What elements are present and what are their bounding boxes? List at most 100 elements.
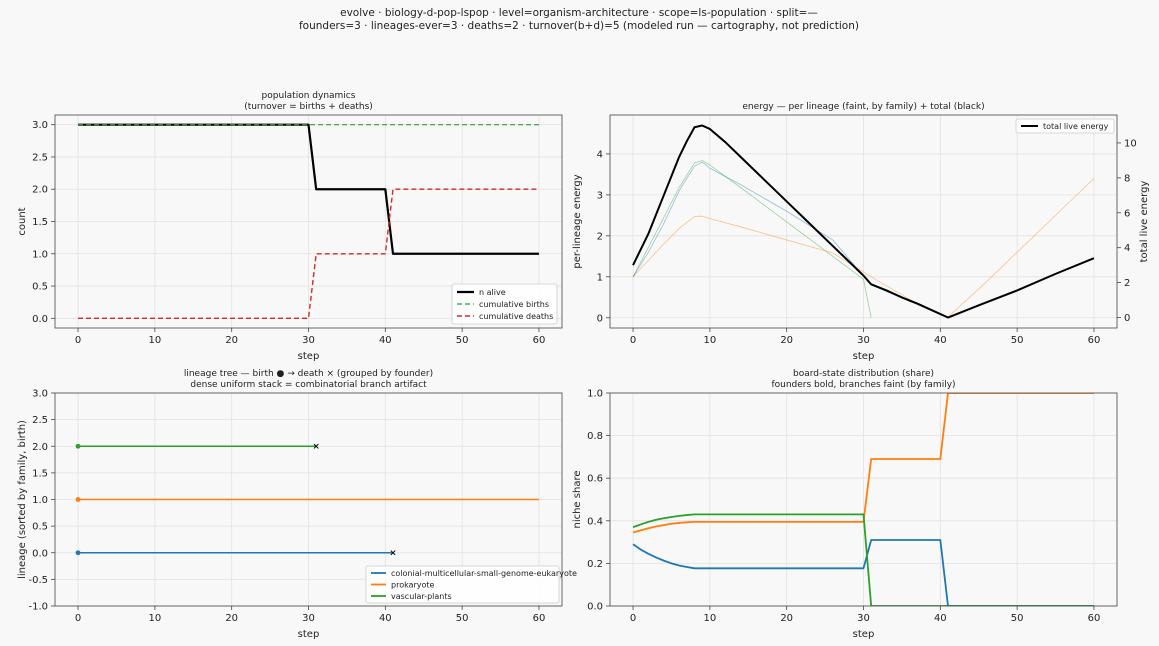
energy-ytick-right-label: 10 (1124, 138, 1137, 149)
lineage-death-marker-0 (390, 550, 396, 556)
board_share-ytick-label: 0.8 (587, 431, 603, 442)
lineage_tree-ytick-label: 2.5 (32, 415, 48, 426)
board_share-ytick-label: 0.0 (587, 602, 603, 613)
board_share-series-2 (632, 513, 1094, 606)
lineage_tree-ytick-label: -1.0 (28, 602, 48, 613)
board_share-series-1 (632, 393, 1094, 534)
board_share-ytick-label: 0.2 (587, 559, 603, 570)
energy-series-group (632, 124, 1095, 319)
energy-xtick-label: 60 (1088, 335, 1101, 346)
lineage_tree-xtick-label: 10 (148, 613, 161, 624)
lineage-legend-label-1: prokaryote (391, 581, 435, 590)
board_share-xtick-label: 20 (780, 613, 793, 624)
population-ytick-label: 0.0 (32, 314, 48, 325)
energy-ytick-right-label: 4 (1124, 243, 1130, 254)
lineage-birth-marker-2 (75, 443, 81, 449)
board_share-xlabel: step (853, 629, 875, 640)
lineage_tree-panel: 0 10 20 30 40 50 60 -1.0 -0.5 0.0 0.5 1.0 1.5 2.0 2.5 3… (17, 369, 577, 640)
energy-ytick-label: 2 (597, 231, 603, 242)
lineage_tree-ytick-label: 2.0 (32, 442, 48, 453)
figure-title-line2: founders=3 · lineages-ever=3 · deaths=2 … (299, 20, 859, 32)
board_share-ylabel: niche share (572, 470, 583, 528)
lineage-birth-marker-1 (75, 497, 81, 502)
energy-title: energy — per lineage (faint, by family) … (742, 102, 984, 112)
board_share-subtitle: founders bold, branches faint (by family… (771, 380, 955, 390)
population-legend-label-1: cumulative births (479, 300, 549, 309)
board_share-title: board-state distribution (share) (793, 369, 934, 379)
lineage_tree-subtitle: dense uniform stack = combinatorial bran… (190, 380, 427, 390)
energy-xtick-label: 50 (1011, 335, 1024, 346)
population-xtick-label: 10 (148, 335, 161, 346)
board_share-xtick-label: 60 (1088, 613, 1101, 624)
population-ylabel: count (17, 207, 28, 235)
lineage_tree-ytick-label: 3.0 (32, 389, 48, 400)
lineage_tree-ytick-label: 0.5 (32, 522, 48, 533)
population-ytick-label: 2.5 (32, 152, 48, 163)
energy-series-0 (632, 160, 872, 318)
lineage_tree-ytick-label: -0.5 (28, 575, 48, 586)
population-xtick-label: 50 (456, 335, 469, 346)
energy-ytick-right-label: 2 (1124, 278, 1130, 289)
lineage_tree-xtick-label: 30 (302, 613, 315, 624)
energy-ytick-right-label: 0 (1124, 313, 1130, 324)
energy-legend-label: total live energy (1043, 122, 1109, 131)
lineage-legend-label-2: vascular-plants (391, 592, 452, 601)
lineage_tree-ytick-label: 1.0 (32, 495, 48, 506)
energy-ytick-right-label: 6 (1124, 208, 1130, 219)
energy-series-1 (632, 178, 1095, 318)
energy-xtick-label: 30 (857, 335, 870, 346)
energy-ytick-label: 4 (597, 149, 603, 160)
lineage_tree-xtick-label: 50 (456, 613, 469, 624)
energy-xtick-label: 20 (780, 335, 793, 346)
population-ytick-label: 0.5 (32, 282, 48, 293)
lineage_tree-xtick-label: 40 (379, 613, 392, 624)
lineage-legend-label-0: colonial-multicellular-small-genome-euka… (391, 569, 577, 578)
population-legend: n alive cumulative births cumulative death… (451, 283, 558, 325)
population-series-2 (78, 188, 539, 320)
board_share-ytick-label: 1.0 (587, 389, 603, 400)
energy-ylabel-right: total live energy (1139, 181, 1150, 263)
population-ytick-label: 1.0 (32, 249, 48, 260)
energy-ytick-label: 3 (597, 190, 603, 201)
lineage_tree-ylabel: lineage (sorted by family, birth) (17, 420, 28, 579)
board_share-ytick-label: 0.6 (587, 474, 603, 485)
lineage_tree-ytick-label: 0.0 (32, 548, 48, 559)
lineage_tree-title: lineage tree — birth ● → death × (groupe… (184, 369, 433, 379)
population-xtick-label: 30 (302, 335, 315, 346)
board_share-ytick-label: 0.4 (587, 516, 603, 527)
board_share-panel: 0 10 20 30 40 50 60 0.0 0.2 0.4 0.6 0.8 1.0 board-sta… (572, 369, 1118, 640)
energy-ytick-label: 1 (597, 272, 603, 283)
lineage_tree-xtick-label: 20 (225, 613, 238, 624)
board_share-xtick-label: 50 (1011, 613, 1024, 624)
energy-xtick-label: 40 (934, 335, 947, 346)
board_share-xtick-label: 30 (857, 613, 870, 624)
energy-ylabel: per-lineage energy (572, 174, 583, 268)
lineage_tree-ytick-label: 1.5 (32, 468, 48, 479)
population-xtick-label: 0 (75, 335, 81, 346)
population-subtitle: (turnover = births + deaths) (244, 102, 373, 112)
lineage-legend: colonial-multicellular-small-genome-euka… (365, 565, 577, 604)
panels: 0 10 20 30 40 50 600.00.51.01.52.02.53.0popula… (17, 91, 1150, 640)
population-title: population dynamics (262, 91, 356, 101)
population-xtick-label: 20 (225, 335, 238, 346)
figure-title-line1: evolve · biology-d-pop-lspop · level=org… (340, 7, 818, 19)
population-xtick-label: 60 (533, 335, 546, 346)
energy-xtick-label: 10 (703, 335, 716, 346)
energy-ytick-label: 0 (597, 313, 603, 324)
energy-legend: total live energy (1015, 118, 1115, 134)
board_share-xtick-label: 10 (703, 613, 716, 624)
board_share-xtick-label: 0 (630, 613, 636, 624)
energy-ytick-right-label: 8 (1124, 173, 1130, 184)
population-panel: 0 10 20 30 40 50 60 0.0 0.5 1.0 1.5 2.0 2.5 3.0 popula… (17, 91, 563, 362)
board_share-xtick-label: 40 (934, 613, 947, 624)
lineage_tree-xlabel: step (298, 629, 320, 640)
population-ytick-label: 3.0 (32, 120, 48, 131)
board_share-series-0 (632, 539, 1094, 606)
population-xlabel: step (298, 351, 320, 362)
energy-xtick-label: 0 (630, 335, 636, 346)
population-xtick-label: 40 (379, 335, 392, 346)
energy-series-3 (632, 124, 1095, 319)
board_share-series-group (632, 393, 1094, 606)
